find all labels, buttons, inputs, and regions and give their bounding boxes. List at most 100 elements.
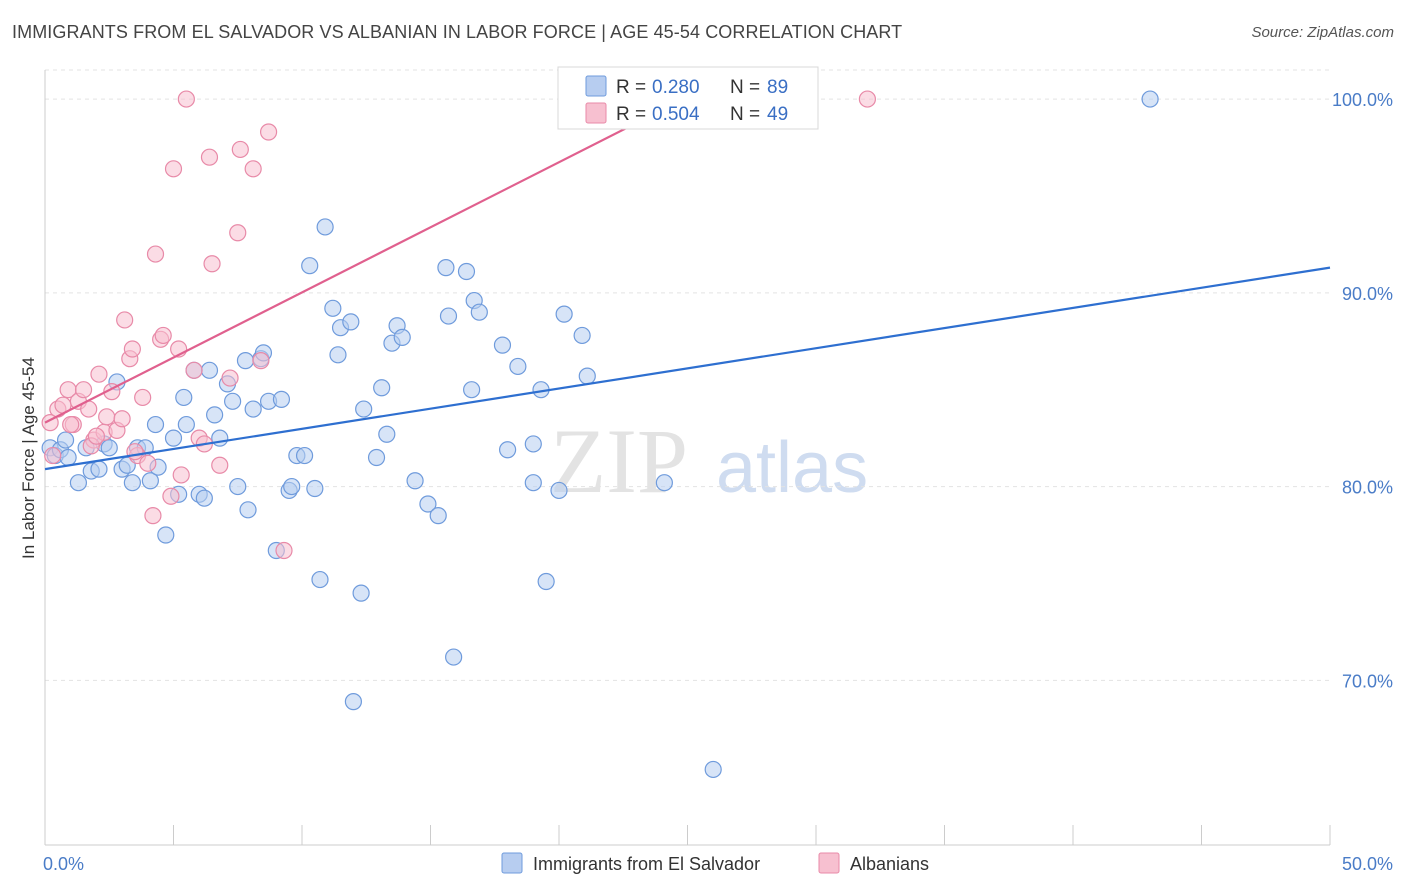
legend-swatch-blue — [585, 75, 607, 97]
salvador-point-43 — [283, 477, 301, 496]
salvador-point-70 — [463, 381, 481, 399]
x-tick-label-0: 0.0% — [43, 854, 84, 874]
albanian-point-27 — [164, 160, 183, 178]
albanian-point-48 — [858, 90, 877, 108]
legend-n-value-2: 49 — [767, 104, 788, 125]
salvador-trend-line — [44, 266, 1331, 471]
salvador-point-5 — [69, 474, 88, 492]
salvador-point-29 — [206, 406, 224, 424]
y-tick-label-2: 90.0% — [1342, 284, 1393, 304]
salvador-point-83 — [578, 367, 596, 385]
albanian-point-26 — [162, 487, 180, 505]
albanian-point-45 — [126, 443, 144, 461]
albanian-point-47 — [87, 427, 106, 445]
albanian-point-42 — [275, 541, 293, 560]
watermark: ZIP atlas — [550, 410, 868, 512]
x-tick-labels: 0.0% 50.0% — [43, 854, 1393, 874]
salvador-point-69 — [457, 262, 476, 281]
salvador-point-81 — [555, 305, 573, 323]
albanian-point-40 — [244, 160, 262, 178]
salvador-point-3 — [56, 431, 75, 449]
bottom-legend-swatch-pink — [818, 852, 840, 874]
salvador-point-23 — [175, 388, 193, 407]
salvador-point-47 — [306, 479, 324, 498]
y-tick-labels: 70.0% 80.0% 90.0% 100.0% — [1332, 90, 1393, 691]
legend-n-value-1: 89 — [767, 77, 788, 98]
salvador-point-73 — [493, 336, 512, 354]
salvador-point-45 — [295, 446, 314, 465]
salvador-point-49 — [316, 218, 334, 236]
salvador-point-17 — [141, 472, 159, 490]
y-axis-title: In Labor Force | Age 45-54 — [19, 357, 38, 559]
salvador-point-10 — [100, 439, 118, 457]
salvador-point-32 — [224, 392, 242, 410]
salvador-point-27 — [195, 489, 213, 507]
salvador-point-66 — [437, 259, 455, 277]
albanian-point-25 — [154, 326, 172, 345]
legend-r-value-1: 0.280 — [652, 77, 700, 98]
salvador-point-67 — [439, 307, 458, 325]
albanian-point-22 — [144, 507, 162, 525]
bottom-legend-swatch-blue — [501, 852, 523, 874]
salvador-point-33 — [229, 477, 247, 496]
salvador-point-79 — [537, 572, 555, 591]
salvador-point-46 — [301, 257, 319, 275]
salvador-point-4 — [59, 448, 77, 467]
albanian-point-15 — [113, 410, 131, 428]
salvador-point-30 — [211, 429, 229, 447]
salvador-point-24 — [177, 415, 195, 434]
legend-swatch-pink — [585, 102, 607, 124]
salvador-point-28 — [200, 361, 219, 379]
x-tick-label-1: 50.0% — [1342, 854, 1393, 874]
salvador-point-53 — [342, 313, 360, 331]
bottom-legend-label-blue: Immigrants from El Salvador — [533, 854, 760, 874]
albanian-point-43 — [62, 415, 80, 434]
albanian-point-20 — [134, 388, 152, 407]
salvador-point-68 — [445, 648, 463, 666]
albanian-point-35 — [203, 255, 221, 273]
albanian-point-38 — [229, 224, 247, 242]
albanian-point-29 — [172, 466, 190, 484]
salvador-point-76 — [524, 435, 542, 453]
albanian-point-18 — [123, 340, 141, 358]
watermark-atlas: atlas — [716, 428, 868, 508]
albanian-point-30 — [177, 90, 195, 108]
salvador-point-8 — [90, 460, 108, 478]
top-legend: R = 0.280 N = 89 R = 0.504 N = 49 — [557, 66, 819, 130]
trend-lines — [44, 96, 1331, 471]
albanian-point-34 — [200, 148, 219, 166]
albanian-point-36 — [211, 456, 229, 474]
salvador-point-85 — [704, 760, 722, 779]
salvador-point-50 — [324, 299, 342, 317]
legend-r-label-2: R = — [616, 104, 646, 125]
watermark-zip: ZIP — [550, 410, 688, 512]
albanian-point-23 — [146, 245, 165, 263]
salvador-point-20 — [157, 526, 175, 544]
albanian-point-1 — [44, 446, 62, 465]
salvador-point-14 — [123, 474, 141, 492]
salvador-point-82 — [573, 326, 591, 345]
y-tick-label-1: 80.0% — [1342, 478, 1393, 498]
y-tick-label-3: 100.0% — [1332, 90, 1393, 110]
salvador-point-35 — [239, 501, 257, 519]
salvador-point-64 — [419, 495, 437, 513]
y-tick-label-0: 70.0% — [1342, 671, 1393, 691]
salvador-point-18 — [146, 415, 165, 434]
albanian-trend-line — [44, 96, 688, 424]
bottom-legend: Immigrants from El Salvador Albanians — [501, 852, 929, 874]
salvador-point-74 — [499, 441, 517, 459]
salvador-point-57 — [367, 448, 386, 467]
salvador-point-62 — [393, 328, 411, 346]
albanian-point-31 — [185, 361, 203, 379]
salvador-point-55 — [352, 584, 370, 602]
albanian-point-21 — [139, 454, 157, 472]
salvador-point-48 — [311, 570, 329, 589]
albanian-point-16 — [116, 311, 134, 329]
albanian-point-41 — [259, 123, 278, 141]
albanian-point-12 — [98, 408, 116, 426]
salvador-point-63 — [406, 472, 424, 490]
legend-r-label-1: R = — [616, 77, 646, 98]
salvador-point-75 — [509, 357, 527, 376]
salvador-point-80 — [550, 481, 568, 500]
salvador-point-72 — [470, 303, 488, 321]
